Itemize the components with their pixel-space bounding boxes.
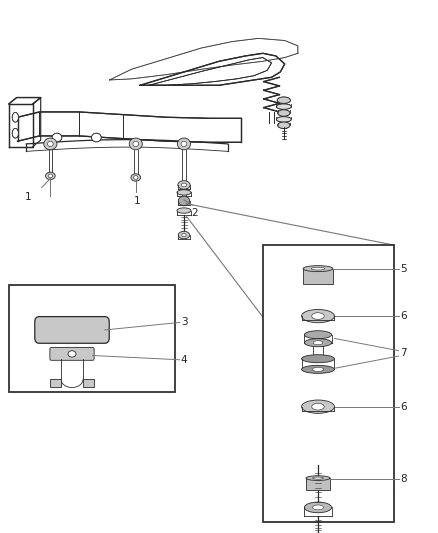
Ellipse shape [52,133,62,142]
Ellipse shape [129,138,142,150]
FancyBboxPatch shape [50,348,94,360]
Ellipse shape [178,231,190,239]
Ellipse shape [278,110,290,116]
Text: 8: 8 [400,474,406,483]
Text: 3: 3 [181,318,187,327]
Ellipse shape [44,138,57,150]
Ellipse shape [313,477,323,479]
Ellipse shape [68,351,76,357]
Ellipse shape [178,196,190,206]
Ellipse shape [46,172,55,180]
Ellipse shape [133,141,138,147]
Text: 4: 4 [181,355,187,365]
Ellipse shape [276,117,291,122]
Ellipse shape [52,133,62,142]
Ellipse shape [134,176,138,179]
Bar [306,478,330,490]
Ellipse shape [12,112,18,122]
Ellipse shape [47,141,53,147]
Bar [303,269,333,284]
Ellipse shape [92,133,101,142]
Ellipse shape [131,174,141,181]
Ellipse shape [301,309,335,322]
Ellipse shape [313,341,323,345]
Ellipse shape [12,112,18,122]
Text: 1: 1 [133,196,140,206]
Bar [263,245,394,522]
Ellipse shape [304,339,332,346]
Bar [50,379,60,387]
Text: 5: 5 [400,264,406,273]
Ellipse shape [303,265,333,272]
Ellipse shape [301,355,335,362]
Ellipse shape [177,190,191,195]
Ellipse shape [12,128,18,138]
Ellipse shape [278,110,290,116]
Ellipse shape [301,400,335,414]
Ellipse shape [276,104,291,109]
Ellipse shape [182,233,186,237]
Ellipse shape [276,117,291,122]
Ellipse shape [312,367,324,372]
Ellipse shape [312,505,323,510]
Ellipse shape [277,97,290,103]
Text: 1: 1 [25,192,32,202]
Ellipse shape [311,267,325,270]
Text: 6: 6 [400,402,406,411]
Bar [9,285,175,392]
Ellipse shape [301,366,335,373]
Ellipse shape [177,138,191,150]
Ellipse shape [312,403,324,410]
Ellipse shape [304,330,332,339]
Ellipse shape [304,502,332,513]
Ellipse shape [312,313,324,319]
Text: 2: 2 [191,208,198,218]
Ellipse shape [48,174,53,178]
Text: 7: 7 [400,349,406,358]
FancyBboxPatch shape [35,317,109,343]
Ellipse shape [278,122,290,128]
Ellipse shape [306,476,330,480]
Ellipse shape [92,133,101,142]
Ellipse shape [177,208,191,213]
Ellipse shape [178,181,190,189]
Bar [83,379,94,387]
Ellipse shape [181,141,187,147]
Ellipse shape [12,128,18,138]
Ellipse shape [181,183,187,187]
Ellipse shape [277,97,290,103]
Ellipse shape [278,122,290,128]
Ellipse shape [276,104,291,109]
Text: 6: 6 [400,311,406,321]
